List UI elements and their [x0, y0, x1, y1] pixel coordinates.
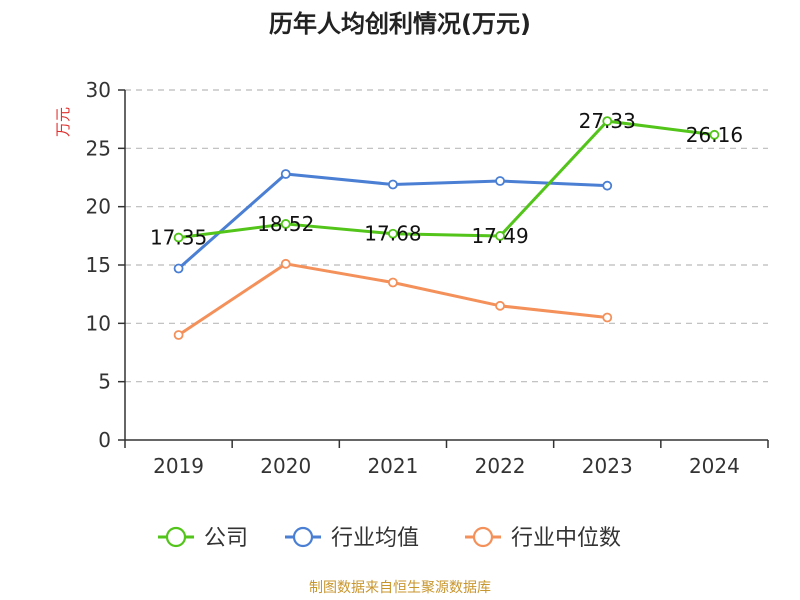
axes [118, 89, 769, 448]
data-point [495, 176, 505, 186]
data-label: 17.35 [150, 226, 207, 250]
y-tick-label: 20 [86, 195, 111, 219]
legend: 公司 行业均值 行业中位数 [158, 526, 621, 551]
legend-marker [472, 526, 494, 548]
series-line [177, 262, 608, 337]
legend-marker [165, 526, 187, 548]
legend-label: 行业均值 [331, 526, 419, 551]
data-point [388, 179, 398, 190]
grid-lines [125, 89, 768, 383]
data-point [602, 116, 613, 127]
data-point [602, 312, 613, 323]
chart-title: 历年人均创利情况(万元) [269, 10, 531, 38]
x-tick-label: 2020 [260, 454, 311, 478]
data-label: 27.33 [579, 109, 636, 133]
legend-label: 行业中位数 [511, 526, 621, 551]
series-lines [173, 116, 720, 340]
x-tick-labels: 2019 2020 2021 2022 2023 2024 [153, 454, 740, 478]
data-point [602, 180, 613, 191]
x-tick-label: 2023 [582, 454, 633, 478]
series-line [178, 119, 715, 240]
data-labels: 17.35 18.52 17.68 17.49 27.33 26.16 [150, 109, 743, 249]
data-point [709, 129, 720, 140]
data-point [388, 277, 398, 288]
source-note: 制图数据来自恒生聚源数据库 [309, 580, 491, 596]
data-point [388, 228, 398, 239]
data-point [173, 263, 184, 274]
y-tick-label: 15 [86, 253, 111, 277]
data-label: 17.68 [364, 222, 421, 246]
data-point [280, 258, 291, 269]
data-point [280, 219, 291, 229]
data-point [173, 330, 184, 340]
data-point [495, 300, 505, 311]
legend-label: 公司 [204, 526, 248, 551]
y-tick-label: 30 [86, 78, 111, 102]
x-tick-label: 2024 [689, 454, 740, 478]
x-tick-label: 2021 [367, 454, 418, 478]
y-axis-label: 万元 [54, 107, 72, 137]
y-tick-label: 25 [86, 136, 111, 160]
y-tick-labels: 0 5 10 15 20 25 30 [86, 78, 111, 452]
legend-marker [292, 526, 314, 548]
y-tick-label: 5 [98, 370, 111, 394]
data-point [280, 169, 291, 179]
x-tick-label: 2019 [153, 454, 204, 478]
y-tick-label: 0 [98, 428, 111, 452]
data-label: 26.16 [686, 123, 743, 147]
data-label: 18.52 [257, 212, 314, 236]
x-tick-label: 2022 [475, 454, 526, 478]
data-label: 17.49 [471, 224, 528, 248]
y-tick-label: 10 [86, 311, 111, 335]
data-point [495, 231, 505, 241]
data-point [173, 232, 184, 243]
